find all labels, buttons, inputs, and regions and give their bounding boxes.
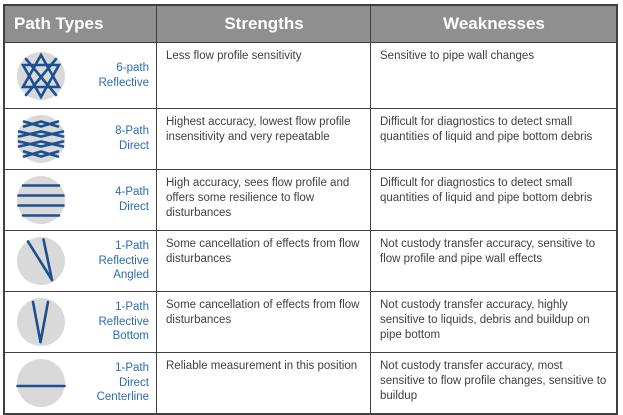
6-path-reflective-icon <box>15 50 67 102</box>
path-type-label: 4-Path Direct <box>115 186 149 213</box>
table-row: 4-Path Direct High accuracy, sees flow p… <box>5 169 616 230</box>
weaknesses-cell: Sensitive to pipe wall changes <box>370 43 616 108</box>
table-row: 6-path Reflective Less flow profile sens… <box>5 42 616 108</box>
header-weaknesses: Weaknesses <box>370 6 616 42</box>
weaknesses-cell: Not custody transfer accuracy, most sens… <box>370 353 616 413</box>
path-type-cell: 1-Path Reflective Angled <box>5 231 156 291</box>
strengths-cell: Some cancellation of effects from flow d… <box>156 231 370 291</box>
weaknesses-cell: Difficult for diagnostics to detect smal… <box>370 109 616 169</box>
table-row: 1-Path Direct Centerline Reliable measur… <box>5 352 616 413</box>
weaknesses-cell: Difficult for diagnostics to detect smal… <box>370 170 616 230</box>
1-path-reflective-bottom-icon <box>15 296 67 348</box>
path-type-label: 8-Path Direct <box>115 125 149 152</box>
weaknesses-cell: Not custody transfer accuracy, sensitive… <box>370 231 616 291</box>
4-path-direct-icon <box>15 174 67 226</box>
table-row: 8-Path Direct Highest accuracy, lowest f… <box>5 108 616 169</box>
1-path-direct-centerline-icon <box>15 357 67 409</box>
8-path-direct-icon <box>15 113 67 165</box>
path-type-cell: 1-Path Reflective Bottom <box>5 292 156 352</box>
header-strengths: Strengths <box>156 6 370 42</box>
strengths-cell: Reliable measurement in this position <box>156 353 370 413</box>
table-row: 1-Path Reflective Bottom Some cancellati… <box>5 291 616 352</box>
header-path-types: Path Types <box>14 13 104 33</box>
strengths-cell: Some cancellation of effects from flow d… <box>156 292 370 352</box>
path-type-cell: 6-path Reflective <box>5 43 156 108</box>
path-type-label: 1-Path Direct Centerline <box>96 361 149 404</box>
strengths-cell: High accuracy, sees flow profile and off… <box>156 170 370 230</box>
table-row: 1-Path Reflective Angled Some cancellati… <box>5 230 616 291</box>
weaknesses-cell: Not custody transfer accuracy, highly se… <box>370 292 616 352</box>
table-header-row: Path Types Strengths Weaknesses <box>5 6 616 42</box>
path-type-label: 1-Path Reflective Bottom <box>98 300 150 343</box>
path-types-table: Path Types Strengths Weaknesses 6-path R… <box>3 4 618 415</box>
1-path-reflective-angled-icon <box>15 235 67 287</box>
strengths-cell: Highest accuracy, lowest flow profile in… <box>156 109 370 169</box>
path-type-cell: 8-Path Direct <box>5 109 156 169</box>
path-type-label: 6-path Reflective <box>98 61 150 89</box>
strengths-cell: Less flow profile sensitivity <box>156 43 370 108</box>
path-type-cell: 4-Path Direct <box>5 170 156 230</box>
path-type-label: 1-Path Reflective Angled <box>98 239 150 282</box>
path-type-cell: 1-Path Direct Centerline <box>5 353 156 413</box>
page: Path Types Strengths Weaknesses 6-path R… <box>3 4 618 415</box>
